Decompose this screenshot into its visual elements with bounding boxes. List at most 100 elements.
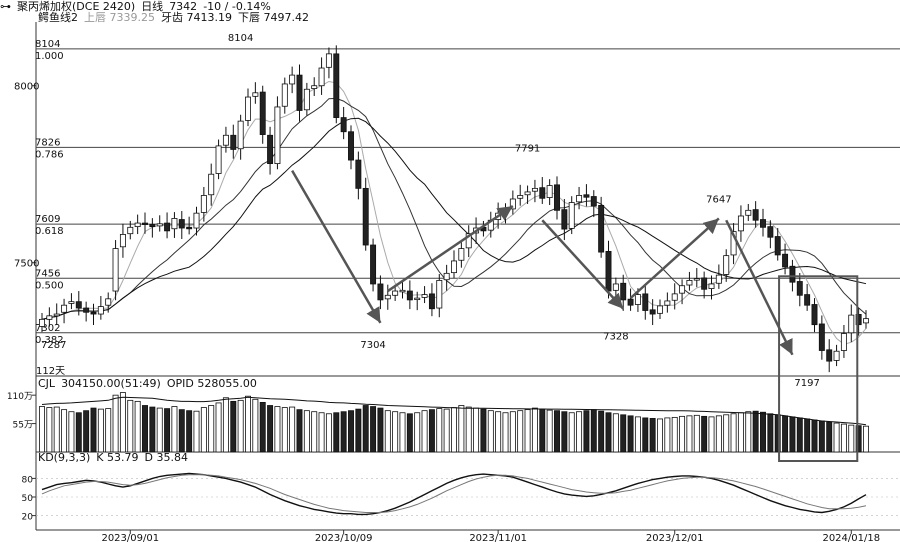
- candle-body: [436, 280, 443, 309]
- candle-body: [701, 277, 708, 290]
- volume-bar: [730, 413, 737, 453]
- candle-body: [325, 53, 332, 68]
- candle-body: [142, 222, 148, 225]
- candle-body: [568, 202, 575, 229]
- volume-bar: [127, 399, 134, 453]
- volume-bar: [119, 392, 126, 453]
- fib-ratio-label: 1.000: [35, 51, 64, 62]
- candle-body: [281, 83, 288, 107]
- volume-bar: [715, 415, 722, 453]
- volume-bar: [436, 408, 443, 453]
- volume-indicator-name[interactable]: CJL: [38, 377, 56, 390]
- volume-bar: [90, 407, 97, 453]
- volume-bar: [855, 425, 862, 453]
- fib-ratio-label: 0.500: [35, 280, 64, 291]
- candle-body: [252, 92, 259, 97]
- candle-body: [715, 274, 722, 284]
- candle-body: [752, 209, 759, 221]
- volume-bar: [760, 411, 766, 453]
- candle-body: [68, 301, 75, 304]
- candle-body: [723, 255, 730, 275]
- candle-body: [399, 289, 406, 293]
- kd-indicator-bar: KD(9,3,3) K 53.79 D 35.84: [38, 452, 194, 464]
- volume-bar: [620, 414, 627, 453]
- candle-body: [164, 222, 171, 232]
- volume-bar: [318, 412, 325, 453]
- candle-body: [730, 231, 737, 256]
- candle-body: [855, 314, 862, 326]
- candle-body: [583, 194, 590, 198]
- candle-body: [796, 281, 803, 296]
- candle-body: [46, 315, 53, 320]
- candle-body: [774, 236, 781, 256]
- volume-bar: [531, 407, 538, 453]
- volume-bar: [311, 411, 318, 453]
- volume-bar: [804, 418, 811, 453]
- volume-bar: [193, 410, 200, 453]
- candle-body: [274, 106, 281, 164]
- candle-body: [134, 222, 141, 228]
- candle-body: [318, 67, 325, 87]
- volume-bar: [863, 425, 869, 453]
- volume-bar: [348, 410, 354, 453]
- volume-tick-label: 110万: [7, 392, 33, 402]
- volume-bar: [752, 410, 759, 453]
- volume-bar: [97, 408, 104, 453]
- volume-bar: [362, 405, 369, 453]
- volume-tick-label: 55万: [13, 421, 33, 431]
- candle-body: [612, 283, 619, 291]
- candle-body: [509, 198, 516, 210]
- candle-body: [789, 265, 796, 283]
- candle-body: [826, 349, 833, 362]
- volume-bar: [215, 402, 222, 453]
- volume-bar: [767, 413, 774, 453]
- window-control-icon[interactable]: ⊶: [0, 0, 11, 13]
- candle-body: [679, 285, 686, 294]
- candle-body: [818, 323, 825, 351]
- highlight-box: [778, 275, 859, 462]
- volume-bar: [68, 411, 75, 453]
- date-label: 2023/10/09: [315, 533, 373, 542]
- candle-body: [451, 260, 457, 274]
- candle-body: [539, 187, 546, 199]
- peak-label: 7328: [603, 332, 628, 343]
- volume-bar: [473, 407, 480, 453]
- period-label[interactable]: 日线: [141, 0, 164, 13]
- volume-bar: [745, 411, 752, 453]
- volume-bar: [708, 416, 715, 453]
- volume-bar: [642, 417, 649, 453]
- instrument-name[interactable]: 聚丙烯加权(DCE 2420): [17, 0, 136, 13]
- trend-arrow: [291, 170, 382, 324]
- candle-body: [156, 223, 163, 227]
- kd-tick-label: 50: [22, 494, 34, 504]
- trend-arrow: [629, 217, 720, 300]
- candle-body: [767, 226, 774, 238]
- candle-body: [428, 293, 435, 310]
- volume-bar: [517, 410, 524, 453]
- candle-body: [517, 195, 524, 199]
- candle-body: [193, 212, 200, 229]
- candle-body: [693, 278, 700, 281]
- volume-bar: [325, 413, 332, 453]
- candle-body: [259, 91, 266, 135]
- kd-tick-label: 80: [22, 475, 34, 485]
- open-interest-line: [41, 396, 867, 426]
- volume-bar: [796, 417, 803, 453]
- volume-indicator-bar: CJL 304150.00(51:49) OPID 528055.00: [38, 378, 263, 390]
- opid-value: OPID 528055.00: [166, 377, 257, 390]
- candle-body: [362, 187, 369, 246]
- volume-bar: [267, 405, 274, 453]
- volume-bar: [458, 405, 465, 453]
- candle-body: [863, 318, 869, 324]
- candle-body: [149, 224, 156, 228]
- volume-bar: [701, 415, 708, 453]
- date-label: 2023/09/01: [101, 533, 159, 542]
- candle-body: [561, 209, 568, 230]
- indicator-name[interactable]: 鳄鱼线2: [38, 11, 78, 24]
- kd-indicator-name[interactable]: KD(9,3,3): [38, 451, 91, 464]
- candle-body: [671, 293, 678, 301]
- k-line: [41, 472, 867, 516]
- candle-body: [61, 304, 68, 313]
- candle-body: [75, 301, 82, 309]
